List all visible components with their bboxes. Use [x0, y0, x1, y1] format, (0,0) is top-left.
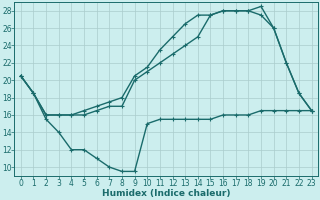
X-axis label: Humidex (Indice chaleur): Humidex (Indice chaleur) [102, 189, 230, 198]
